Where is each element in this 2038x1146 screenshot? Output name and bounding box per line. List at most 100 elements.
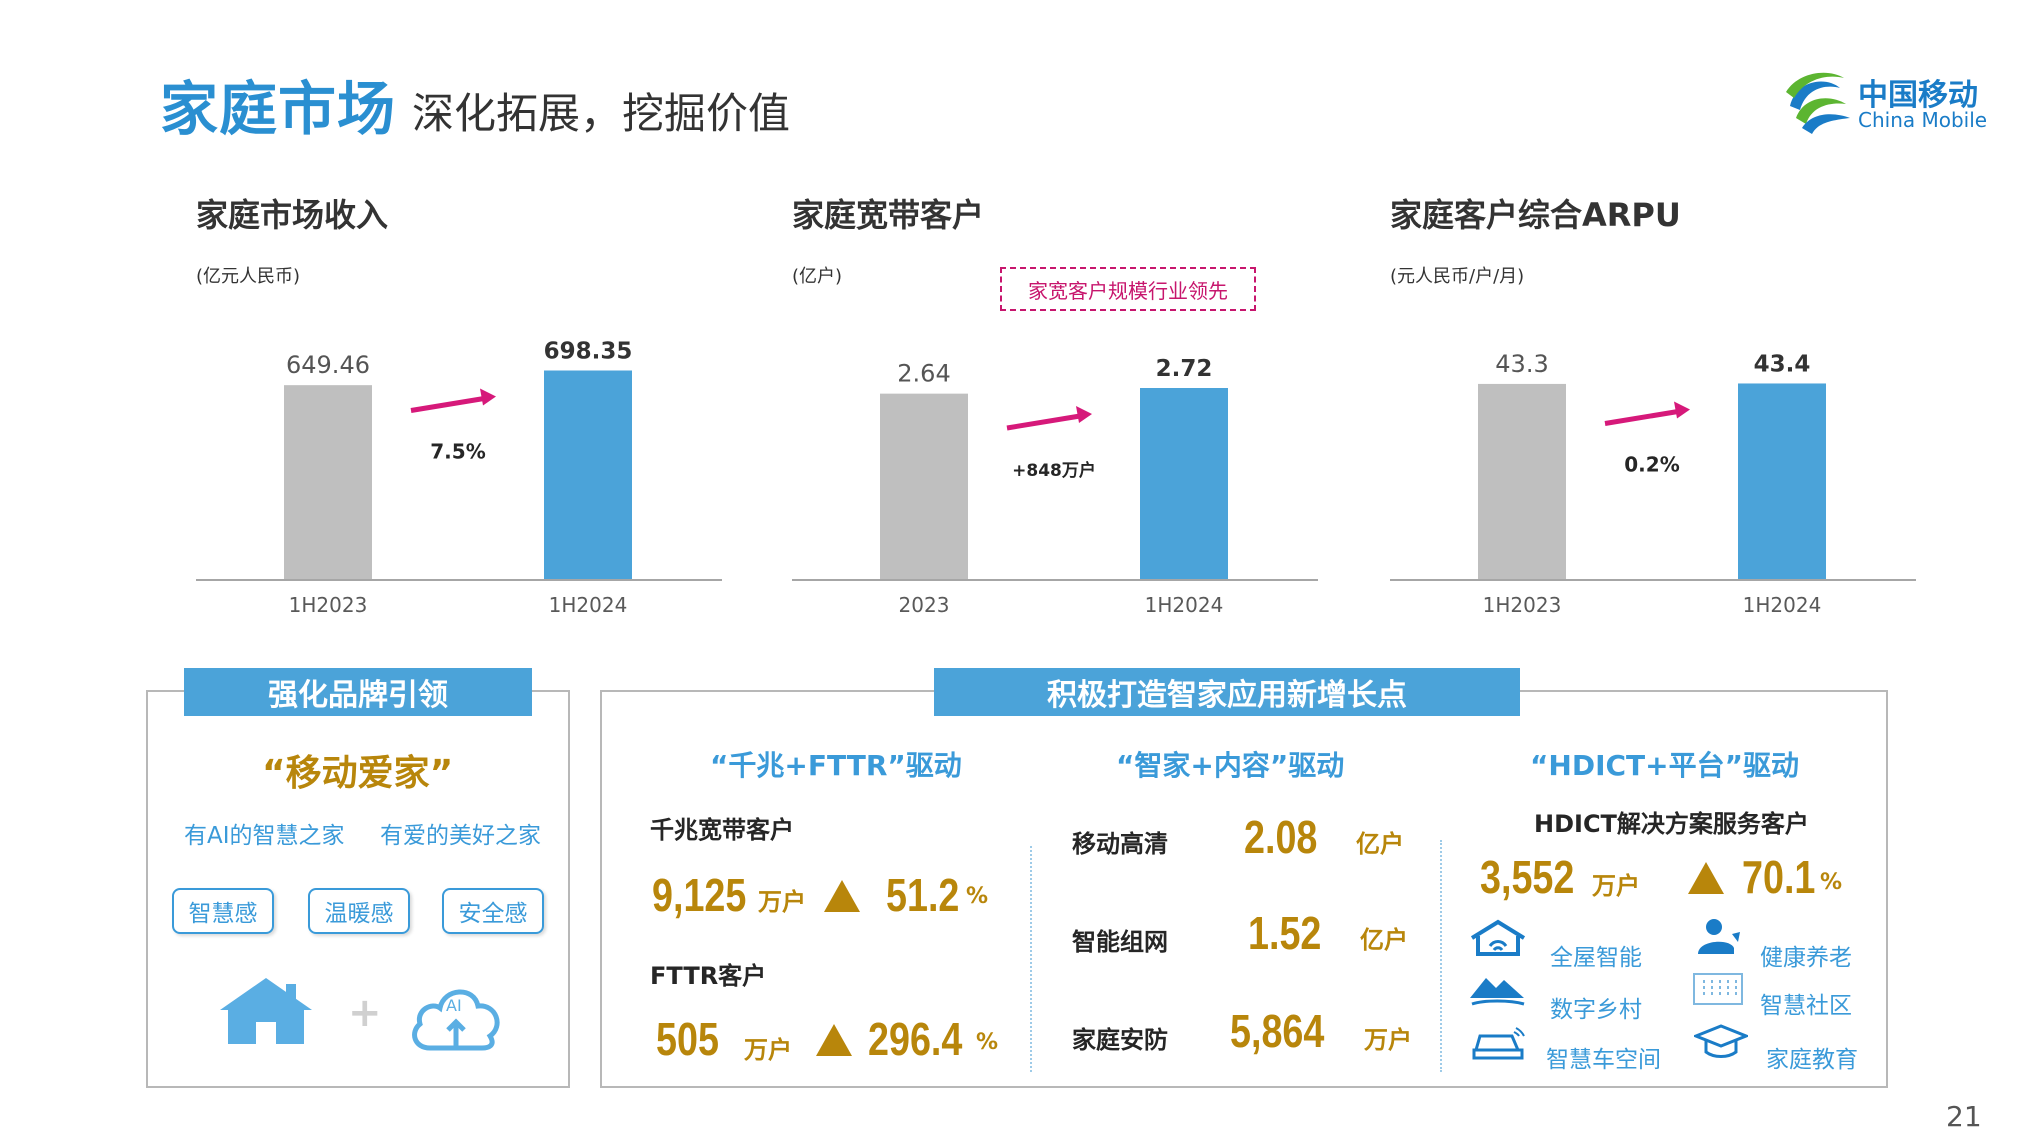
hdict-value: 3,552 [1480, 851, 1575, 903]
column-separator-1 [1030, 846, 1032, 1072]
growth-label: 0.2% [1624, 452, 1679, 476]
revenue-chart: 家庭市场收入 (亿元人民币) 649.46 1H2023 698.35 1H2024 7… [196, 190, 756, 630]
gigabit-growth: 51.2 [886, 869, 960, 921]
bar-1H2023 [284, 385, 372, 580]
page-number: 21 [1946, 1100, 1982, 1133]
hdict-up-triangle-icon [1688, 862, 1724, 894]
hdict-label: HDICT解决方案服务客户 [1534, 810, 1809, 838]
ai-cloud-label: AI [446, 996, 462, 1015]
home-icon [220, 978, 312, 1044]
pill-warm: 温暖感 [308, 888, 410, 934]
digital-village-icon [1470, 978, 1525, 1006]
growth-arrow-line [410, 396, 485, 413]
security-unit: 万户 [1364, 1026, 1412, 1054]
data-label-1H2024: 2.72 [1156, 356, 1213, 382]
fttr-value: 505 [656, 1013, 719, 1065]
app-label-education: 家庭教育 [1766, 1047, 1858, 1073]
arpu-chart-title: 家庭客户综合ARPU [1390, 196, 1681, 234]
column-separator-2 [1440, 840, 1442, 1072]
mesh-unit: 亿户 [1360, 926, 1408, 954]
plus-sign: + [348, 990, 382, 1036]
elderly-care-icon [1698, 919, 1740, 954]
tick-label-1H2024: 1H2024 [1145, 593, 1224, 617]
fttr-label: FTTR客户 [650, 962, 767, 990]
mesh-label: 智能组网 [1072, 928, 1168, 956]
smart-home-heading: “智家+内容”驱动 [1116, 749, 1345, 782]
growth-arrow-head-icon [480, 388, 496, 406]
gigabit-value: 9,125 [652, 869, 747, 921]
brand-line-ai: 有AI的智慧之家 [184, 823, 345, 849]
tick-label-2023: 2023 [899, 593, 950, 617]
tick-label-1H2024: 1H2024 [549, 593, 628, 617]
data-label-2023: 2.64 [897, 360, 950, 388]
arpu-chart-svg: 43.3 1H2023 43.4 1H2024 0.2% [1390, 350, 1916, 617]
education-icon [1694, 1024, 1748, 1058]
fttr-growth: 296.4 [868, 1013, 963, 1065]
revenue-chart-svg: 649.46 1H2023 698.35 1H2024 7.5% [196, 338, 722, 617]
logo-text-en: China Mobile [1858, 108, 1988, 132]
page-subtitle: 深化拓展，挖掘价值 [412, 89, 791, 138]
growth-arrow-line [1006, 413, 1081, 431]
growth-panel-header: 积极打造智家应用新增长点 [934, 668, 1520, 716]
gigabit-pct: % [966, 884, 989, 909]
revenue-chart-title: 家庭市场收入 [196, 196, 389, 234]
app-label-elderly-care: 健康养老 [1760, 945, 1852, 971]
fttr-heading: “千兆+FTTR”驱动 [710, 749, 962, 782]
growth-arrow-head-icon [1674, 401, 1690, 419]
revenue-chart-unit: (亿元人民币) [196, 266, 301, 287]
broadband-chart-unit: (亿户) [792, 266, 843, 287]
security-value: 5,864 [1230, 1005, 1325, 1057]
brand-panel-header: 强化品牌引领 [184, 668, 532, 716]
gigabit-unit: 万户 [758, 888, 806, 916]
tick-label-1H2023: 1H2023 [289, 593, 368, 617]
growth-arrow-head-icon [1076, 406, 1092, 423]
app-label-digital-village: 数字乡村 [1550, 997, 1642, 1023]
page-title: 家庭市场 [160, 75, 397, 143]
bar-1H2023 [1478, 383, 1566, 580]
broadband-chart-title: 家庭宽带客户 [792, 196, 985, 234]
brand-quote: “移动爱家” [262, 753, 454, 794]
bar-2023 [880, 393, 968, 580]
hd-value: 2.08 [1244, 811, 1318, 863]
hdict-pct: % [1820, 870, 1843, 895]
arpu-chart: 家庭客户综合ARPU (元人民币/户/月) 43.3 1H2023 43.4 1H20… [1390, 190, 1950, 630]
growth-label: +848万户 [1012, 460, 1096, 481]
data-label-1H2024: 698.35 [544, 338, 633, 364]
broadband-chart-svg: 2.64 2023 2.72 1H2024 +848万户 [792, 356, 1318, 617]
tick-label-1H2024: 1H2024 [1743, 593, 1822, 617]
hdict-unit: 万户 [1592, 872, 1640, 900]
tick-label-1H2023: 1H2023 [1483, 593, 1562, 617]
bar-1H2024 [1738, 383, 1826, 580]
pill-smart: 智慧感 [172, 888, 274, 934]
hd-label: 移动高清 [1072, 830, 1168, 858]
fttr-unit: 万户 [744, 1036, 792, 1064]
app-label-whole-home: 全屋智能 [1550, 945, 1642, 971]
mesh-value: 1.52 [1248, 907, 1322, 959]
smart-community-icon [1693, 973, 1743, 1005]
whole-home-icon [1470, 919, 1526, 956]
app-label-smart-car: 智慧车空间 [1546, 1047, 1661, 1073]
fttr-up-triangle-icon [816, 1024, 852, 1056]
hd-unit: 亿户 [1356, 830, 1404, 858]
bar-1H2024 [1140, 388, 1228, 580]
data-label-1H2023: 43.3 [1495, 350, 1548, 378]
smart-car-icon [1472, 1027, 1525, 1060]
data-label-1H2023: 649.46 [286, 351, 370, 379]
growth-arrow-line [1604, 409, 1679, 426]
gigabit-up-triangle-icon [824, 880, 860, 912]
fttr-pct: % [976, 1030, 999, 1055]
bar-1H2024 [544, 370, 632, 580]
hdict-growth: 70.1 [1742, 851, 1816, 903]
hdict-heading: “HDICT+平台”驱动 [1530, 749, 1800, 782]
growth-label: 7.5% [430, 439, 485, 463]
pill-safe: 安全感 [442, 888, 544, 934]
broadband-leadership-callout: 家宽客户规模行业领先 [1000, 267, 1256, 311]
brand-line-love: 有爱的美好之家 [380, 823, 541, 849]
gigabit-label: 千兆宽带客户 [650, 816, 794, 844]
security-label: 家庭安防 [1072, 1026, 1168, 1054]
ai-cloud-icon [412, 989, 500, 1051]
arpu-chart-unit: (元人民币/户/月) [1390, 266, 1525, 287]
logo-text-cn: 中国移动 [1858, 78, 1978, 113]
data-label-1H2024: 43.4 [1754, 351, 1811, 377]
broadband-chart: 家庭宽带客户 (亿户) 2.64 2023 2.72 1H2024 +848万户 [792, 190, 1352, 630]
